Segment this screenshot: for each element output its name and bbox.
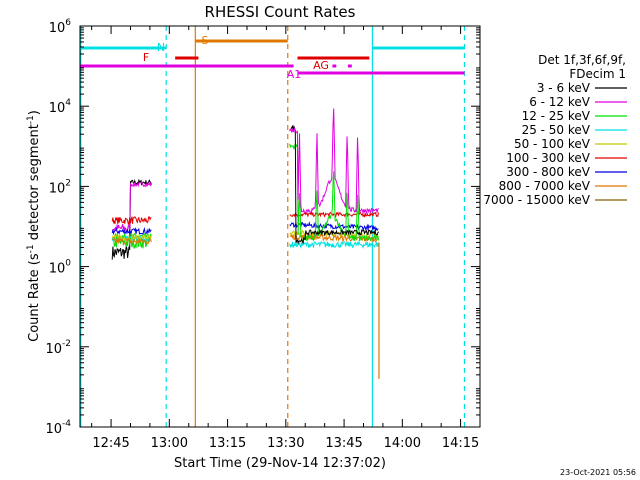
- flag-bars: NF S AG A1: [80, 34, 465, 81]
- y-tick-label: 10-2: [45, 339, 71, 357]
- legend-header-line2: FDecim 1: [569, 67, 626, 81]
- legend-label: 3 - 6 keV: [537, 81, 591, 95]
- flag-label: F: [143, 51, 149, 64]
- flag-label: AG: [313, 59, 329, 72]
- series-line: [111, 178, 152, 260]
- series-line: [289, 124, 379, 245]
- series-line: [111, 226, 152, 236]
- chart-title: RHESSI Count Rates: [205, 3, 356, 21]
- plot-frame: [79, 25, 481, 428]
- x-tick-label: 12:45: [92, 436, 129, 451]
- y-tick-label: 10-4: [45, 419, 71, 437]
- legend-label: 100 - 300 keV: [506, 151, 590, 165]
- legend-header-line1: Det 1f,3f,6f,9f,: [538, 53, 626, 67]
- legend-label: 50 - 100 keV: [514, 137, 591, 151]
- legend-label: 12 - 25 keV: [522, 109, 591, 123]
- series-line: [289, 221, 379, 232]
- legend-label: 800 - 7000 keV: [499, 179, 591, 193]
- x-tick-label: 13:15: [209, 436, 246, 451]
- flag-label: S: [202, 34, 209, 47]
- legend-label: 6 - 12 keV: [529, 95, 591, 109]
- legend-label: 7000 - 15000 keV: [483, 193, 590, 207]
- x-tick-label: 14:15: [442, 436, 479, 451]
- series-line: [289, 239, 379, 249]
- night-saa-markers: [80, 26, 466, 427]
- timestamp: 23-Oct-2021 05:56: [560, 468, 636, 477]
- y-tick-label: 100: [49, 259, 72, 277]
- series-line: [289, 143, 379, 242]
- series-line: [289, 211, 379, 219]
- flag-label: A1: [287, 68, 302, 81]
- x-axis-ticks: 12:45 13:00 13:15 13:30 13:45 14:00 14:15: [91, 26, 481, 451]
- flag-label: N: [157, 41, 165, 54]
- legend-label: 25 - 50 keV: [522, 123, 591, 137]
- x-tick-label: 14:00: [384, 436, 421, 451]
- x-tick-label: 13:30: [267, 436, 304, 451]
- y-axis-ticks: 10-4 10-2 100 102 104 106: [45, 18, 480, 437]
- y-axis-label: Count Rate (s-1 detector segment-1): [26, 110, 42, 342]
- y-tick-label: 102: [49, 178, 71, 196]
- series-line: [111, 215, 152, 225]
- x-tick-label: 13:45: [325, 436, 362, 451]
- series-line: [111, 233, 152, 242]
- data-series: [111, 108, 380, 379]
- legend-label: 300 - 800 keV: [506, 165, 590, 179]
- series-line: [112, 236, 152, 246]
- y-tick-label: 106: [49, 18, 72, 36]
- x-axis-label: Start Time (29-Nov-14 12:37:02): [174, 456, 386, 471]
- series-line: [111, 181, 152, 233]
- y-tick-label: 104: [49, 98, 72, 116]
- series-line: [289, 108, 379, 215]
- x-tick-label: 13:00: [151, 436, 188, 451]
